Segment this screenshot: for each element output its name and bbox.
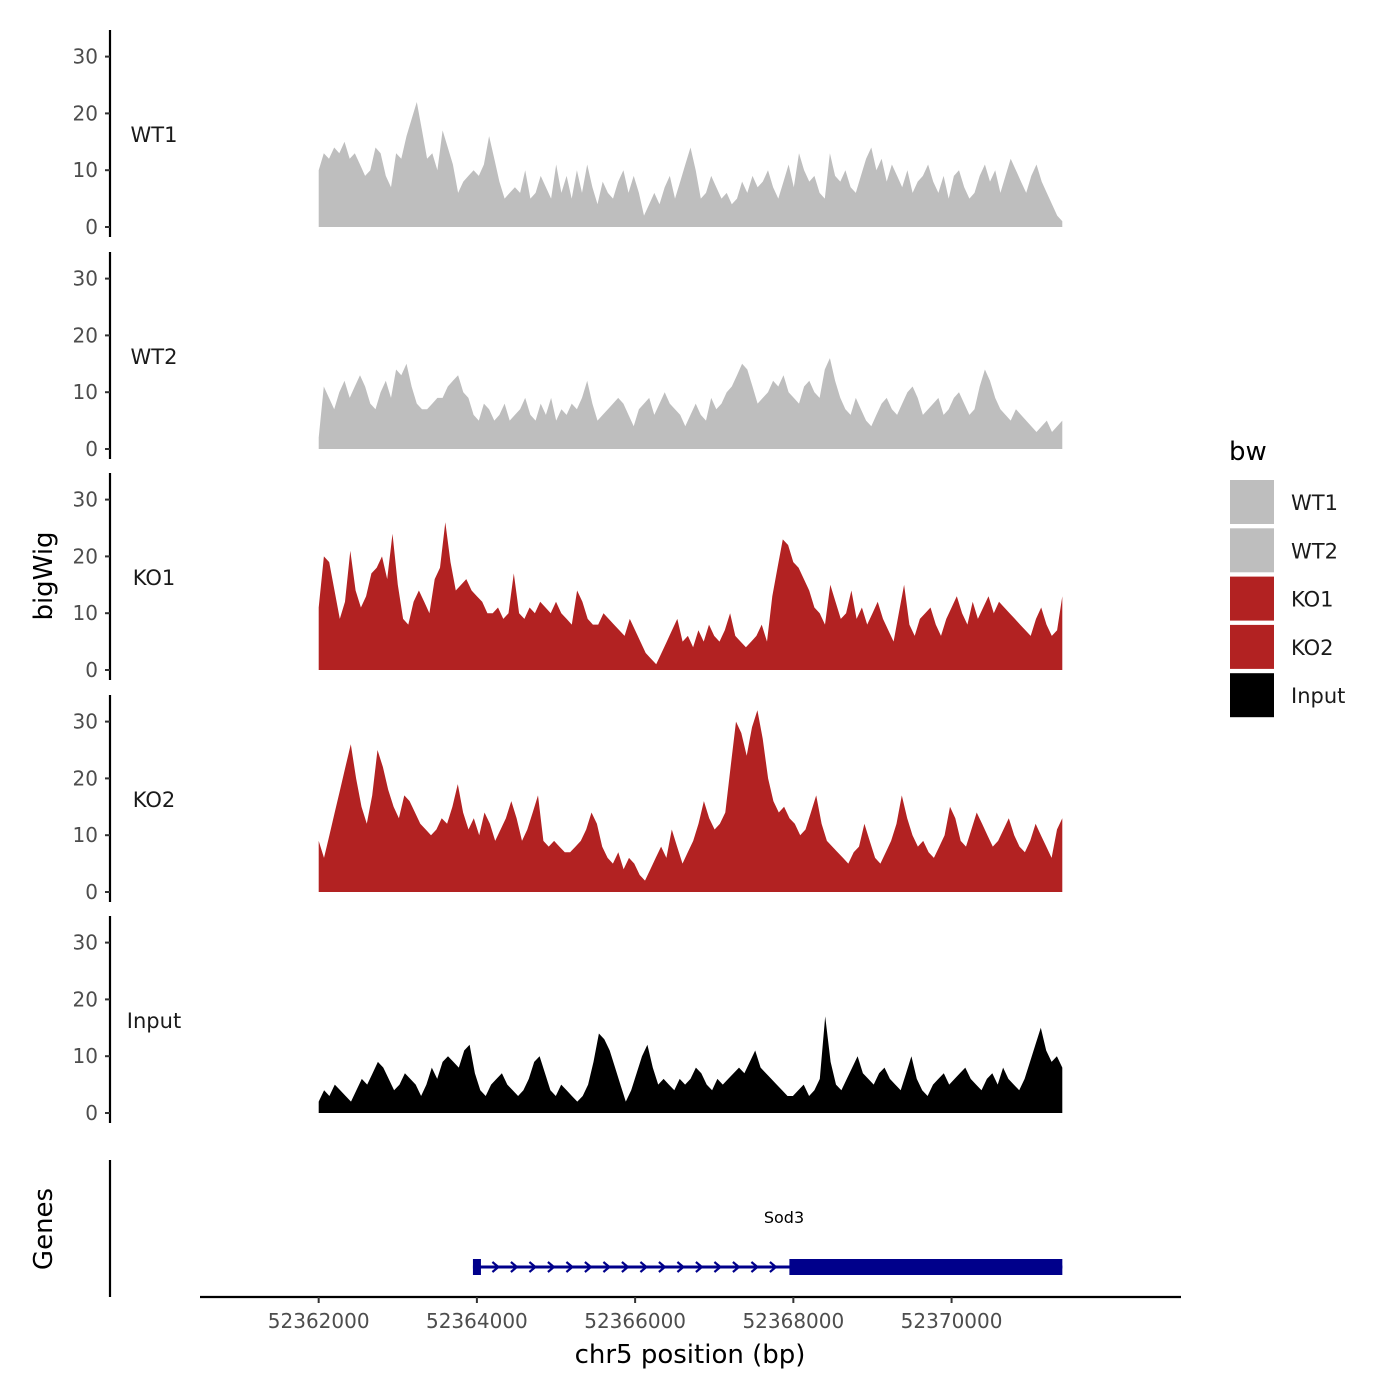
y-tick-label: 20 (73, 766, 98, 790)
y-tick-label: 10 (73, 380, 98, 404)
panel-input: 0 10 20 30 Input (73, 916, 1063, 1125)
legend-key-wt1 (1230, 480, 1274, 524)
track-label-input: Input (127, 1009, 181, 1033)
y-tick-label: 30 (73, 931, 98, 955)
strand-arrow (565, 1261, 575, 1273)
y-tick-label: 20 (73, 323, 98, 347)
y-tick-label: 0 (85, 880, 98, 904)
y-tick-label: 30 (73, 710, 98, 734)
strand-arrow (584, 1261, 593, 1273)
y-tick-label: 10 (73, 601, 98, 625)
exon-1 (472, 1259, 481, 1275)
track-label-ko1: KO1 (133, 566, 176, 590)
area-input (318, 1016, 1063, 1113)
x-axis: 52362000 52364000 52366000 52368000 52370000 (200, 1295, 1181, 1333)
panel-ko2: 0 10 20 30 KO2 (73, 695, 1063, 904)
legend-key-input (1230, 673, 1274, 718)
area-wt2 (318, 358, 1063, 449)
x-tick-label: 52366000 (584, 1309, 686, 1333)
x-tick-label: 52370000 (901, 1309, 1003, 1333)
gene-name-label: Sod3 (764, 1208, 804, 1227)
strand-arrow (528, 1261, 538, 1273)
y-tick-label: 20 (73, 101, 98, 125)
strand-arrow (602, 1261, 612, 1273)
strand-arrow (658, 1261, 667, 1273)
legend: bw WT1 WT2 KO1 KO2 Input (1229, 437, 1345, 718)
area-wt1 (318, 102, 1063, 227)
legend-label-ko2: KO2 (1291, 636, 1334, 660)
legend-label-input: Input (1291, 684, 1345, 708)
strand-arrow (639, 1261, 649, 1273)
legend-label-ko1: KO1 (1291, 588, 1334, 612)
track-label-ko2: KO2 (133, 788, 176, 812)
strand-arrow (713, 1261, 723, 1273)
strand-arrow (676, 1261, 686, 1273)
y-tick-label: 20 (73, 987, 98, 1011)
strand-arrow (547, 1261, 556, 1273)
track-panels: 0 10 20 30 WT1 0 10 20 30 WT2 0 10 20 30 KO1 0 10 20 30 KO2… (73, 30, 1063, 1125)
legend-key-ko2 (1230, 624, 1274, 669)
track-label-wt1: WT1 (131, 123, 178, 147)
y-tick-label: 10 (73, 158, 98, 182)
legend-key-ko1 (1230, 576, 1274, 621)
y-axis-title: bigWig (29, 531, 59, 620)
y-tick-label: 0 (85, 437, 98, 461)
exon-2 (789, 1259, 1063, 1275)
y-tick-label: 0 (85, 215, 98, 239)
panel-wt1: 0 10 20 30 WT1 (73, 30, 1063, 239)
strand-arrow (732, 1261, 741, 1273)
y-tick-label: 30 (73, 45, 98, 69)
x-tick-label: 52364000 (426, 1309, 528, 1333)
y-tick-label: 30 (73, 488, 98, 512)
x-axis-title: chr5 position (bp) (575, 1340, 806, 1370)
strand-arrow (491, 1261, 501, 1273)
strand-arrow (621, 1261, 630, 1273)
x-tick-label: 52362000 (268, 1309, 370, 1333)
x-tick-label: 52368000 (742, 1309, 844, 1333)
gene-panel: Sod3 (108, 1160, 1063, 1297)
strand-arrow (510, 1261, 519, 1273)
area-ko1 (318, 522, 1063, 670)
panel-wt2: 0 10 20 30 WT2 (73, 252, 1063, 461)
gene-axis-title: Genes (29, 1188, 59, 1270)
strand-arrow (750, 1261, 760, 1273)
area-ko2 (318, 710, 1063, 892)
y-tick-label: 30 (73, 267, 98, 291)
y-tick-label: 0 (85, 1101, 98, 1125)
legend-label-wt2: WT2 (1291, 539, 1338, 563)
y-tick-label: 10 (73, 1044, 98, 1068)
panel-ko1: 0 10 20 30 KO1 (73, 473, 1063, 682)
strand-arrow (769, 1261, 778, 1273)
y-tick-label: 10 (73, 823, 98, 847)
legend-key-wt2 (1230, 528, 1274, 573)
y-tick-label: 20 (73, 544, 98, 568)
legend-title: bw (1229, 437, 1267, 467)
legend-label-wt1: WT1 (1291, 491, 1338, 515)
strand-arrow (695, 1261, 704, 1273)
track-label-wt2: WT2 (131, 345, 178, 369)
y-tick-label: 0 (85, 658, 98, 682)
